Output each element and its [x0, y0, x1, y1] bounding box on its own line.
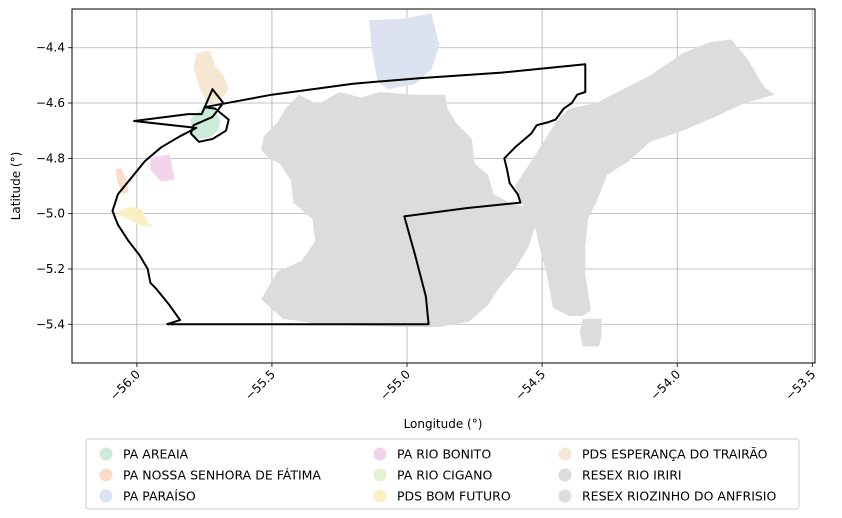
- legend-label: PA PARAÍSO: [123, 489, 196, 504]
- area-pa-paraiso: [369, 13, 440, 90]
- legend-marker: [99, 489, 113, 503]
- legend-marker: [373, 447, 387, 461]
- x-tick-label: −55.0: [377, 367, 413, 403]
- y-axis-title: Latitude (°): [9, 152, 23, 221]
- y-tick-label: −5.0: [36, 207, 65, 221]
- y-tick-label: −5.4: [36, 317, 65, 331]
- area-resex-riozinho-do-anfrisio: [579, 318, 602, 347]
- x-tick-label: −55.5: [242, 367, 278, 403]
- legend-label: RESEX RIO IRIRI: [582, 468, 682, 483]
- x-tick-label: −54.5: [512, 367, 548, 403]
- boundary-line: [111, 63, 587, 326]
- area-resex-riozinho-do-anfrisio: [515, 39, 775, 317]
- study-area-boundary: [111, 63, 587, 326]
- area-pds-bom-futuro: [117, 206, 154, 227]
- legend-marker: [558, 489, 572, 503]
- y-axis-ticks: −4.4 −4.6 −4.8 −5.0 −5.2 −5.4: [36, 41, 72, 331]
- x-axis-ticks: −56.0 −55.5 −55.0 −54.5 −54.0 −53.5: [107, 363, 818, 403]
- area-pa-rio-bonito: [150, 154, 175, 182]
- legend-marker: [558, 447, 572, 461]
- x-tick-label: −56.0: [107, 367, 143, 403]
- legend-marker: [99, 447, 113, 461]
- legend-box: [85, 438, 800, 510]
- legend-label: PDS BOM FUTURO: [397, 489, 511, 504]
- y-tick-label: −4.8: [36, 151, 65, 165]
- legend-label: PA AREAIA: [123, 447, 189, 462]
- x-tick-label: −53.5: [783, 367, 819, 403]
- legend: PA AREAIA PA NOSSA SENHORA DE FÁTIMA PA PA…: [85, 438, 800, 510]
- area-pds-esperanca-do-trairao: [193, 50, 229, 103]
- legend-label: PDS ESPERANÇA DO TRAIRÃO: [582, 447, 768, 462]
- legend-marker: [99, 468, 113, 482]
- legend-label: RESEX RIOZINHO DO ANFRISIO: [582, 489, 776, 504]
- area-pa-nossa-senhora-de-fatima: [115, 168, 129, 195]
- y-tick-label: −5.2: [36, 262, 65, 276]
- y-tick-label: −4.6: [36, 96, 65, 110]
- legend-marker: [373, 468, 387, 482]
- legend-label: PA RIO BONITO: [397, 447, 491, 462]
- legend-label: PA RIO CIGANO: [397, 468, 492, 483]
- legend-marker: [373, 489, 387, 503]
- legend-marker: [558, 468, 572, 482]
- area-resex-rio-iriri: [261, 92, 537, 327]
- plot-frame: [71, 8, 816, 364]
- legend-label: PA NOSSA SENHORA DE FÁTIMA: [123, 468, 321, 483]
- map-areas: [115, 13, 775, 347]
- y-tick-label: −4.4: [36, 41, 65, 55]
- x-axis-title: Longitude (°): [404, 417, 483, 431]
- x-tick-label: −54.0: [647, 367, 683, 403]
